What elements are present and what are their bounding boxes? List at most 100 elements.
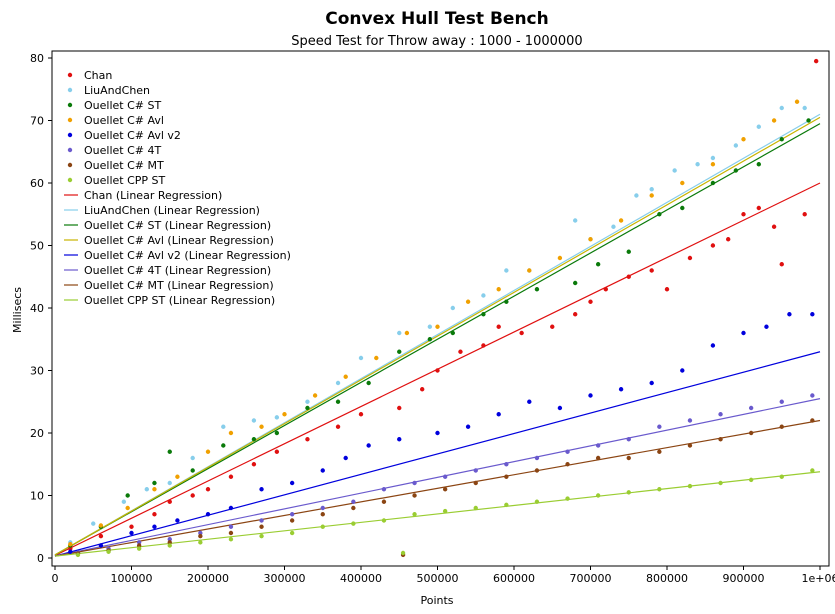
data-point xyxy=(397,437,402,442)
data-point xyxy=(741,330,746,336)
data-point xyxy=(435,430,440,436)
legend-label: LiuAndChen (Linear Regression) xyxy=(84,204,260,217)
data-point xyxy=(190,455,195,461)
legend-label: Ouellet C# ST xyxy=(84,99,161,112)
data-point xyxy=(710,162,716,167)
x-tick-label: 900000 xyxy=(723,572,765,585)
legend-marker xyxy=(67,102,73,108)
data-point xyxy=(98,533,104,539)
data-point xyxy=(504,299,509,304)
data-point xyxy=(205,449,211,454)
data-point xyxy=(764,324,769,329)
data-point xyxy=(695,162,700,167)
x-tick-label: 700000 xyxy=(570,572,612,585)
y-tick-label: 0 xyxy=(37,552,44,565)
legend-marker xyxy=(67,162,73,168)
data-point xyxy=(125,505,130,511)
data-point xyxy=(481,343,486,348)
data-point xyxy=(435,324,440,329)
x-axis-label: Points xyxy=(420,594,453,607)
data-point xyxy=(649,380,654,386)
chart-subtitle: Speed Test for Throw away : 1000 - 10000… xyxy=(291,34,582,49)
data-point xyxy=(400,550,406,556)
data-point xyxy=(657,424,662,429)
data-point xyxy=(810,418,815,423)
data-point xyxy=(504,502,509,508)
data-point xyxy=(305,405,310,411)
legend-label: Ouellet C# Avl v2 xyxy=(84,129,181,142)
data-point xyxy=(687,418,693,423)
data-point xyxy=(680,180,685,186)
data-point xyxy=(221,424,226,429)
data-point xyxy=(527,268,532,273)
data-point xyxy=(710,243,716,248)
data-point xyxy=(228,530,234,536)
data-point xyxy=(190,493,195,498)
data-point xyxy=(534,468,540,473)
data-point xyxy=(504,462,509,467)
data-point xyxy=(167,537,172,542)
data-point xyxy=(718,437,723,442)
x-tick-label: 600000 xyxy=(493,572,535,585)
data-point xyxy=(129,524,134,529)
y-axis: 0 10 20 30 40 50 60 70 80 xyxy=(30,52,52,565)
data-point xyxy=(779,424,784,429)
data-point xyxy=(259,518,264,523)
data-point xyxy=(152,487,157,492)
data-point xyxy=(259,424,264,429)
x-axis: 0 100000 200000 300000 400000 500000 600000 700… xyxy=(52,566,835,585)
data-point xyxy=(305,399,310,404)
data-point xyxy=(718,412,723,417)
y-tick-label: 10 xyxy=(30,490,44,503)
legend-marker xyxy=(67,87,73,93)
data-point xyxy=(595,493,601,498)
data-point xyxy=(274,430,280,436)
legend-label: Ouellet C# MT (Linear Regression) xyxy=(84,279,274,292)
data-point xyxy=(381,487,387,492)
data-point xyxy=(748,477,754,483)
data-point xyxy=(802,212,807,217)
data-point xyxy=(649,187,654,192)
data-point xyxy=(381,518,387,523)
data-point xyxy=(649,268,654,273)
data-point xyxy=(404,330,410,336)
data-point xyxy=(259,533,264,539)
data-point xyxy=(680,205,685,211)
data-point xyxy=(305,437,310,442)
data-point xyxy=(198,533,203,539)
data-point xyxy=(442,508,448,514)
data-point xyxy=(221,443,226,448)
data-point xyxy=(565,496,570,501)
data-point xyxy=(198,540,203,545)
data-point xyxy=(427,337,433,342)
data-point xyxy=(442,487,448,492)
data-point xyxy=(152,512,157,517)
data-point xyxy=(282,412,287,417)
data-point xyxy=(98,523,104,528)
legend-label: Ouellet CPP ST (Linear Regression) xyxy=(84,294,275,307)
data-point xyxy=(733,143,739,148)
data-point xyxy=(358,355,364,361)
data-point xyxy=(121,499,127,504)
legend-label: Ouellet C# 4T (Linear Regression) xyxy=(84,264,271,277)
data-point xyxy=(473,468,478,473)
data-point xyxy=(611,224,616,229)
data-point xyxy=(91,521,96,526)
data-point xyxy=(496,412,501,417)
data-point xyxy=(106,549,111,554)
y-tick-label: 60 xyxy=(30,177,44,190)
data-point xyxy=(136,543,142,548)
data-point xyxy=(634,193,639,198)
legend: Chan LiuAndChen Ouellet C# ST Ouellet C# Av… xyxy=(64,69,291,307)
legend-label: Ouellet C# MT xyxy=(84,159,164,172)
data-point xyxy=(167,540,172,545)
data-point xyxy=(748,405,754,411)
y-tick-label: 80 xyxy=(30,52,44,65)
legend-label: Ouellet C# Avl (Linear Regression) xyxy=(84,234,274,247)
legend-label: Ouellet C# 4T xyxy=(84,144,161,157)
data-point xyxy=(351,505,356,511)
data-point xyxy=(450,305,455,311)
data-point xyxy=(68,542,73,547)
data-point xyxy=(289,518,295,523)
legend-marker xyxy=(67,72,73,78)
